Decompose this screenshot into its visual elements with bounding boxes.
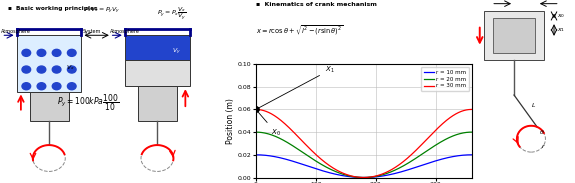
- r = 10 mm: [252, 154, 259, 156]
- r = 30 mm: [370, 175, 377, 178]
- Circle shape: [37, 83, 46, 90]
- Circle shape: [22, 49, 30, 56]
- r = 20 mm: [381, 173, 388, 175]
- r = 30 mm: [430, 132, 436, 134]
- Text: Atmosphere: Atmosphere: [110, 29, 140, 34]
- Text: $L$: $L$: [531, 101, 536, 109]
- Bar: [484, 11, 545, 60]
- Circle shape: [67, 83, 76, 90]
- Text: Atmosphere: Atmosphere: [1, 29, 31, 34]
- Text: $x_1$: $x_1$: [557, 26, 565, 34]
- Circle shape: [37, 49, 46, 56]
- r = 20 mm: [356, 176, 363, 178]
- Circle shape: [67, 49, 76, 56]
- r = 20 mm: [252, 131, 259, 133]
- Bar: [138, 86, 177, 121]
- Bar: [125, 35, 190, 60]
- r = 10 mm: [463, 154, 470, 156]
- Y-axis label: Position (m): Position (m): [226, 98, 235, 144]
- r = 30 mm: [468, 108, 475, 111]
- r = 10 mm: [468, 154, 475, 156]
- r = 30 mm: [381, 172, 388, 174]
- r = 30 mm: [356, 176, 363, 178]
- Bar: [29, 92, 68, 121]
- Text: $r$: $r$: [540, 142, 546, 150]
- Text: $X_0$: $X_0$: [258, 111, 281, 138]
- Text: $\theta$: $\theta$: [539, 128, 545, 136]
- Text: $x_0$: $x_0$: [557, 12, 565, 20]
- Text: $P_y = P_x\dfrac{V_x}{V_y}$: $P_y = P_x\dfrac{V_x}{V_y}$: [157, 6, 187, 23]
- r = 20 mm: [370, 176, 377, 178]
- Text: $x = r\cos\theta + \sqrt{l^2-(r\sin\theta)^2}$: $x = r\cos\theta + \sqrt{l^2-(r\sin\thet…: [256, 24, 343, 38]
- r = 10 mm: [381, 175, 388, 177]
- r = 30 mm: [355, 176, 362, 178]
- Line: r = 10 mm: r = 10 mm: [256, 155, 472, 178]
- Text: $V_y$: $V_y$: [172, 46, 181, 57]
- r = 10 mm: [355, 176, 362, 178]
- Line: r = 20 mm: r = 20 mm: [256, 132, 472, 178]
- Text: $X_1$: $X_1$: [258, 65, 335, 108]
- r = 10 mm: [430, 161, 436, 163]
- Circle shape: [52, 83, 61, 90]
- Bar: [125, 60, 190, 86]
- Text: ▪  Basic working principles: ▪ Basic working principles: [8, 6, 98, 11]
- r = 30 mm: [252, 108, 259, 111]
- Text: System: System: [83, 29, 102, 34]
- Text: $V_x$: $V_x$: [66, 63, 75, 72]
- Circle shape: [52, 49, 61, 56]
- r = 10 mm: [360, 176, 367, 179]
- r = 20 mm: [355, 176, 362, 178]
- Text: $P_y = 100kPa\dfrac{100}{10}$: $P_y = 100kPa\dfrac{100}{10}$: [57, 93, 119, 113]
- Circle shape: [37, 66, 46, 73]
- Text: $P_xV_x = P_yV_y$: $P_xV_x = P_yV_y$: [83, 6, 120, 16]
- Bar: [493, 18, 535, 53]
- Circle shape: [52, 66, 61, 73]
- Circle shape: [22, 83, 30, 90]
- r = 30 mm: [360, 176, 367, 179]
- Text: ▪  Kinematics of crank mechanism: ▪ Kinematics of crank mechanism: [256, 2, 377, 7]
- Circle shape: [22, 66, 30, 73]
- Bar: [17, 35, 82, 92]
- Line: r = 30 mm: r = 30 mm: [256, 109, 472, 178]
- r = 20 mm: [463, 131, 470, 133]
- r = 20 mm: [430, 146, 436, 148]
- r = 20 mm: [360, 176, 367, 179]
- r = 30 mm: [463, 109, 470, 111]
- Legend: r = 10 mm, r = 20 mm, r = 30 mm: r = 10 mm, r = 20 mm, r = 30 mm: [421, 67, 469, 91]
- r = 20 mm: [468, 131, 475, 133]
- Circle shape: [67, 66, 76, 73]
- r = 10 mm: [370, 176, 377, 178]
- r = 10 mm: [356, 176, 363, 179]
